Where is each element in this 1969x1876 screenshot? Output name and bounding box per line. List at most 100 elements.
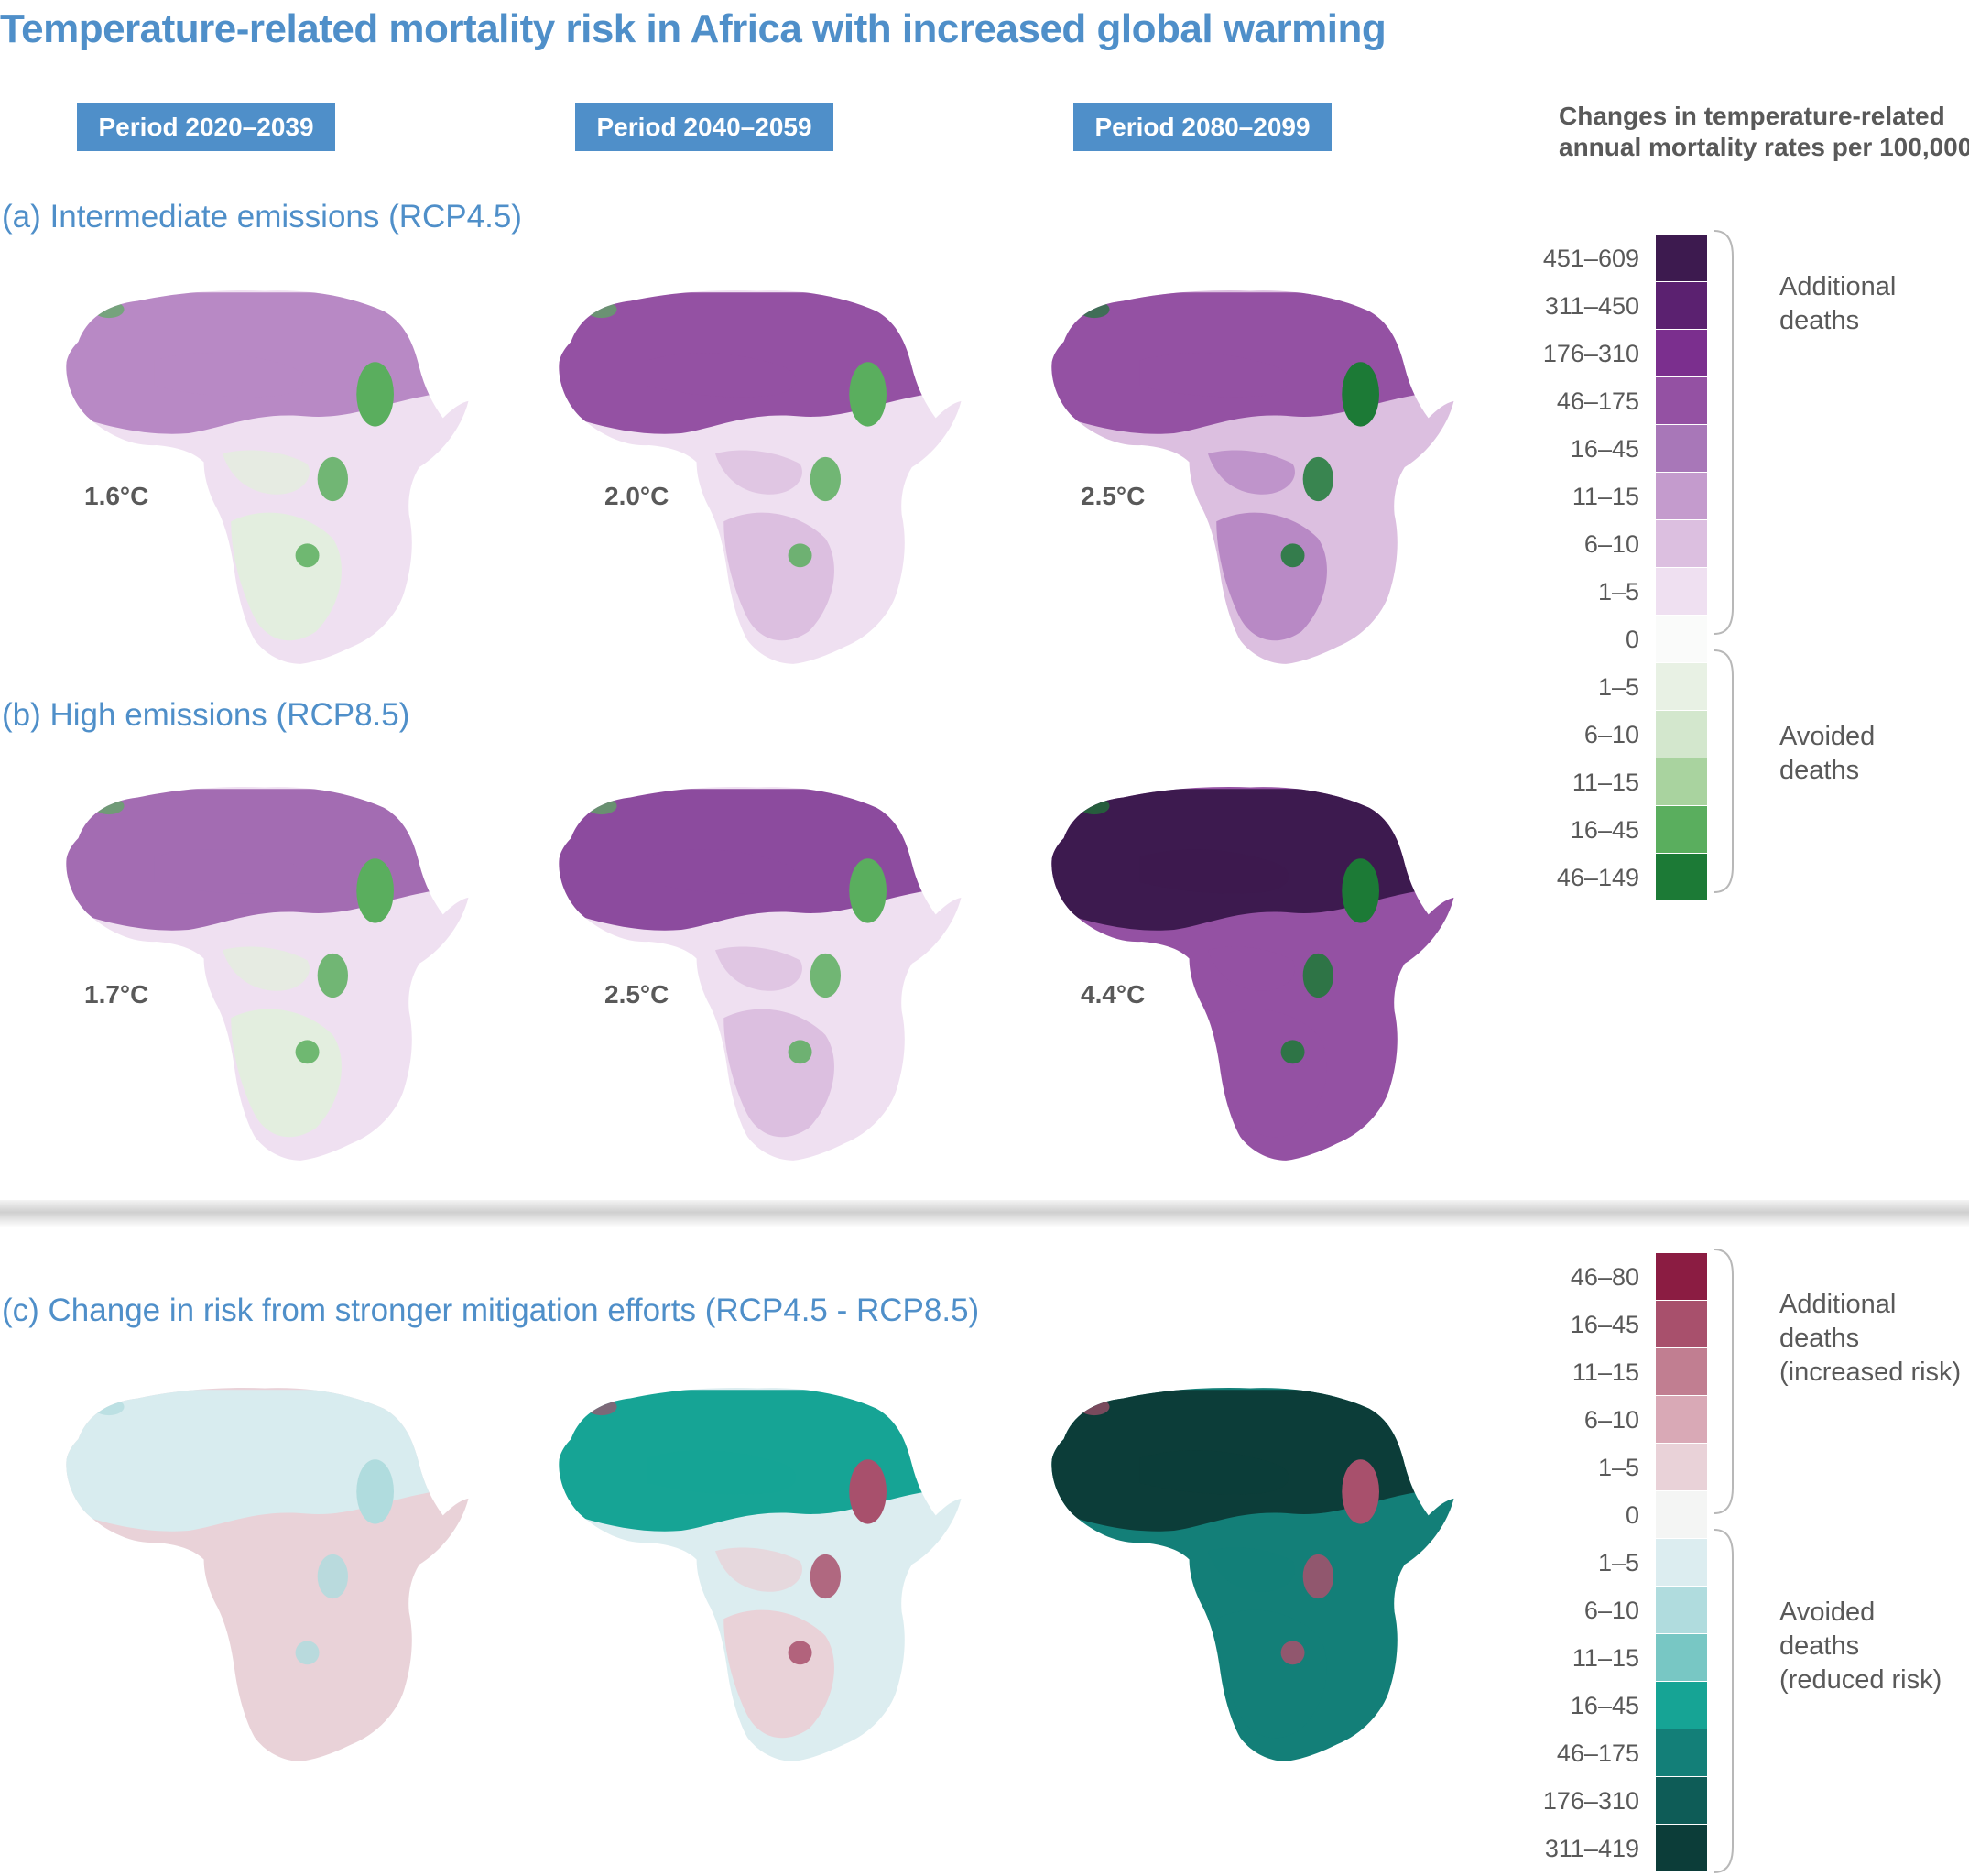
legend2-reduced-risk-label: Avoided deaths (reduced risk)	[1779, 1596, 1942, 1697]
legend1-label: 1–5	[1597, 578, 1639, 605]
legend1-swatch	[1656, 473, 1707, 519]
map-mitigation-2020-2039	[27, 1352, 485, 1801]
legend2-row: 11–15	[1484, 1634, 1713, 1682]
map-mitigation-2080-2099	[1013, 1352, 1471, 1801]
brace-reduced-risk	[1713, 1529, 1734, 1873]
map-rcp45-2080-2099	[1013, 255, 1471, 704]
legend2-swatch	[1656, 1634, 1707, 1681]
scenario-b-title: (b) High emissions (RCP8.5)	[2, 697, 410, 733]
legend1-swatch	[1656, 377, 1707, 424]
legend1-label: 16–45	[1570, 435, 1639, 463]
legend2-label: 11–15	[1572, 1358, 1639, 1386]
legend2-swatch	[1656, 1777, 1707, 1824]
legend2-row: 16–45	[1484, 1682, 1713, 1729]
legend2-swatch	[1656, 1253, 1707, 1300]
legend2-row: 6–10	[1484, 1587, 1713, 1634]
map-mitigation-2040-2059	[520, 1352, 978, 1801]
legend2-additional-word: Additional	[1779, 1290, 1897, 1319]
legend2-swatch	[1656, 1301, 1707, 1347]
legend1-swatch	[1656, 425, 1707, 472]
legend2-label: 16–45	[1570, 1311, 1639, 1338]
legend1-swatch	[1656, 568, 1707, 615]
legend2-row: 311–419	[1484, 1825, 1713, 1872]
legend1-label: 46–175	[1556, 387, 1639, 415]
legend2-row: 46–175	[1484, 1729, 1713, 1777]
map-rcp85-2020-2039	[27, 751, 485, 1200]
legend1-row: 46–149	[1484, 854, 1713, 901]
legend2-reduced-risk-word: (reduced risk)	[1779, 1665, 1942, 1695]
legend1-swatch	[1656, 520, 1707, 567]
legend2-label: 6–10	[1583, 1406, 1639, 1434]
legend2-label: 46–175	[1556, 1740, 1639, 1767]
legend2-row: 176–310	[1484, 1777, 1713, 1825]
legend1-swatch	[1656, 806, 1707, 853]
legend1-additional-deaths-word: deaths	[1779, 306, 1860, 335]
legend2-swatch	[1656, 1587, 1707, 1633]
legend1-additional-deaths-label: Additional deaths	[1779, 270, 1896, 338]
legend1-label: 11–15	[1572, 483, 1639, 510]
legend1-swatch	[1656, 758, 1707, 805]
legend1-additional-word: Additional	[1779, 272, 1897, 301]
legend2-label: 11–15	[1572, 1644, 1639, 1672]
legend1-label: 176–310	[1542, 340, 1639, 367]
legend2-label: 46–80	[1570, 1263, 1639, 1291]
legend1-row: 6–10	[1484, 520, 1713, 568]
legend2-avoided-word: Avoided	[1779, 1598, 1876, 1627]
period-label-2020-2039: Period 2020–2039	[77, 103, 335, 151]
legend1-label: 11–15	[1572, 769, 1639, 796]
brace-avoided-deaths	[1713, 649, 1734, 893]
legend2-label: 1–5	[1597, 1454, 1639, 1481]
legend1-row: 176–310	[1484, 330, 1713, 377]
warming-level-b-3: 4.4°C	[1081, 980, 1146, 1009]
period-label-2040-2059: Period 2040–2059	[575, 103, 833, 151]
legend2-swatch	[1656, 1825, 1707, 1871]
legend1-label: 0	[1625, 626, 1639, 653]
legend1-row: 16–45	[1484, 806, 1713, 854]
legend2-swatch	[1656, 1396, 1707, 1443]
warming-level-a-3: 2.5°C	[1081, 482, 1146, 510]
map-rcp45-2020-2039	[27, 255, 485, 704]
legend1-label: 451–609	[1542, 245, 1639, 272]
map-rcp85-2080-2099	[1013, 751, 1471, 1200]
legend1-label: 311–450	[1544, 292, 1639, 320]
legend1-avoided-word: Avoided	[1779, 722, 1876, 751]
legend2-row: 11–15	[1484, 1348, 1713, 1396]
legend2-swatch	[1656, 1539, 1707, 1586]
legend1-row: 451–609	[1484, 234, 1713, 282]
legend2-label: 6–10	[1583, 1597, 1639, 1624]
legend1-swatch	[1656, 854, 1707, 900]
legend1-label: 6–10	[1583, 530, 1639, 558]
legend1-avoided-deaths-word: deaths	[1779, 756, 1860, 785]
legend2-label: 1–5	[1597, 1549, 1639, 1576]
legend1-row: 1–5	[1484, 568, 1713, 616]
legend-title-line-2: annual mortality rates per 100,000	[1559, 133, 1969, 161]
legend1-row: 11–15	[1484, 758, 1713, 806]
legend2-label: 176–310	[1542, 1787, 1639, 1815]
brace-additional-deaths	[1713, 230, 1734, 635]
legend1-row: 11–15	[1484, 473, 1713, 520]
legend1-label: 6–10	[1583, 721, 1639, 748]
legend1-row: 16–45	[1484, 425, 1713, 473]
legend1-swatch	[1656, 616, 1707, 662]
legend2-deaths-word: deaths	[1779, 1324, 1860, 1353]
map-rcp45-2040-2059	[520, 255, 978, 704]
legend2-increased-risk-word: (increased risk)	[1779, 1358, 1962, 1387]
legend1-swatch	[1656, 234, 1707, 281]
legend-title-line-1: Changes in temperature-related	[1559, 102, 1945, 130]
warming-level-b-1: 1.7°C	[84, 980, 149, 1009]
legend2-avoided-deaths-word: deaths	[1779, 1631, 1860, 1661]
legend2-row: 16–45	[1484, 1301, 1713, 1348]
legend1-row: 1–5	[1484, 663, 1713, 711]
legend2-row: 6–10	[1484, 1396, 1713, 1444]
legend2-label: 0	[1625, 1501, 1639, 1529]
legend1-row: 6–10	[1484, 711, 1713, 758]
legend-title: Changes in temperature-related annual mo…	[1559, 101, 1969, 163]
legend2-swatch	[1656, 1729, 1707, 1776]
warming-level-b-2: 2.5°C	[604, 980, 669, 1009]
legend1-label: 16–45	[1570, 816, 1639, 844]
legend2-increased-risk-label: Additional deaths (increased risk)	[1779, 1288, 1961, 1390]
legend2-label: 16–45	[1570, 1692, 1639, 1719]
legend2-row: 1–5	[1484, 1444, 1713, 1491]
brace-increased-risk	[1713, 1249, 1734, 1514]
legend1-label: 46–149	[1556, 864, 1639, 891]
